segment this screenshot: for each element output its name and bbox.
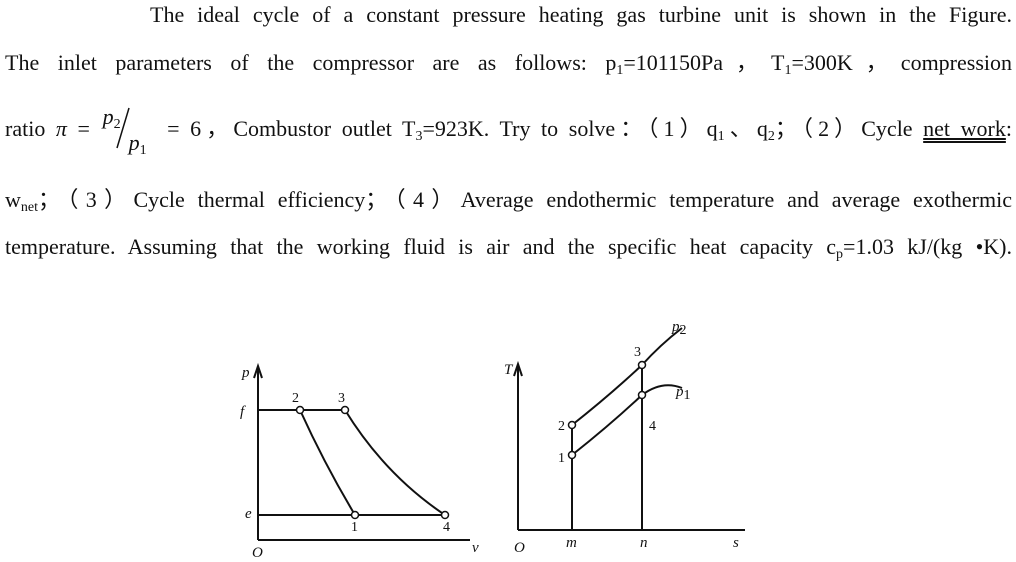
point-label: 3 [634,345,641,360]
text-run: ；（2）Cycle [774,116,924,141]
text-run: w [5,187,21,212]
subscript: net [20,200,38,215]
text-run: =300K，compression [791,50,1013,75]
state-point [440,510,450,520]
text-run: 、q [724,116,768,141]
expansion [344,409,446,516]
isobar-label: p2 [671,319,687,338]
text-line: ratio π = p2 p1 = 6，Combustor outlet T3=9… [5,104,1012,158]
text-run: ratio [5,116,56,141]
compression [299,409,356,516]
point-label: 4 [649,419,656,434]
state-point [567,420,577,430]
arrow [513,360,523,377]
text-line: The ideal cycle of a constant pressure h… [150,0,1012,30]
point-label: 1 [351,520,358,535]
subscript: 2 [113,116,121,132]
entropy-label: m [566,535,577,551]
point-label: 1 [558,451,565,466]
symbol: p [102,103,114,129]
text-run: ；（3）Cycle thermal efficiency；（4）Average … [38,187,1012,212]
text-run: =923K. Try to solve：（1）q [422,116,718,141]
fraction: p2 p1 [101,104,157,158]
text-run: =1.03 kJ/(kg •K). [843,234,1012,259]
subscript: 1 [784,63,792,78]
denominator: p1 [129,128,147,158]
text-run: = [66,116,101,141]
isobar-label: p1 [675,384,691,403]
subscript: 3 [415,129,423,144]
isobar-high [571,327,683,426]
subscript: 1 [616,63,624,78]
axis-label: v [472,540,479,556]
point-label: 2 [558,419,565,434]
text-run: =101150Pa，T [623,50,785,75]
isobar-low [571,384,683,456]
state-point [637,390,647,400]
subscript: 1 [717,129,725,144]
axis-label: s [733,535,739,551]
level-label: e [245,506,252,522]
text-line: The inlet parameters of the compressor a… [5,48,1012,78]
text-line: wnet；（3）Cycle thermal efficiency；（4）Aver… [5,185,1012,215]
state-point [295,405,305,415]
subscript: 2 [767,129,775,144]
ts-diagram: T s O m n 1 2 3 4 p2 p1 [504,319,745,556]
subscript: 1 [139,142,147,158]
text-run: = 6，Combustor outlet T [156,116,416,141]
text-run: temperature. Assuming that the working f… [5,234,837,259]
fraction-slash [115,107,130,149]
point-label: 4 [443,520,450,535]
state-point [637,360,647,370]
point-label: 2 [292,391,299,406]
underlined-text: net work [923,116,1006,141]
subscript: p [836,247,844,262]
point-label: 3 [338,391,345,406]
state-point [340,405,350,415]
state-point [567,450,577,460]
axis-label: T [504,362,514,378]
text-run: The ideal cycle of a constant pressure h… [150,2,1012,27]
text-line: temperature. Assuming that the working f… [5,232,1012,262]
symbol: π [55,116,67,141]
symbol: p [128,129,140,155]
text-run: : [1005,116,1012,141]
origin-label: O [252,545,263,561]
axis-label: p [241,365,250,381]
arrow [253,362,263,379]
entropy-label: n [640,535,648,551]
text-run: The inlet parameters of the compressor a… [5,50,617,75]
state-point [350,510,360,520]
level-label: f [240,404,246,420]
origin-label: O [514,540,525,556]
numerator: p2 [103,102,121,132]
pv-diagram: p v O f e 1 2 3 4 [240,362,479,561]
